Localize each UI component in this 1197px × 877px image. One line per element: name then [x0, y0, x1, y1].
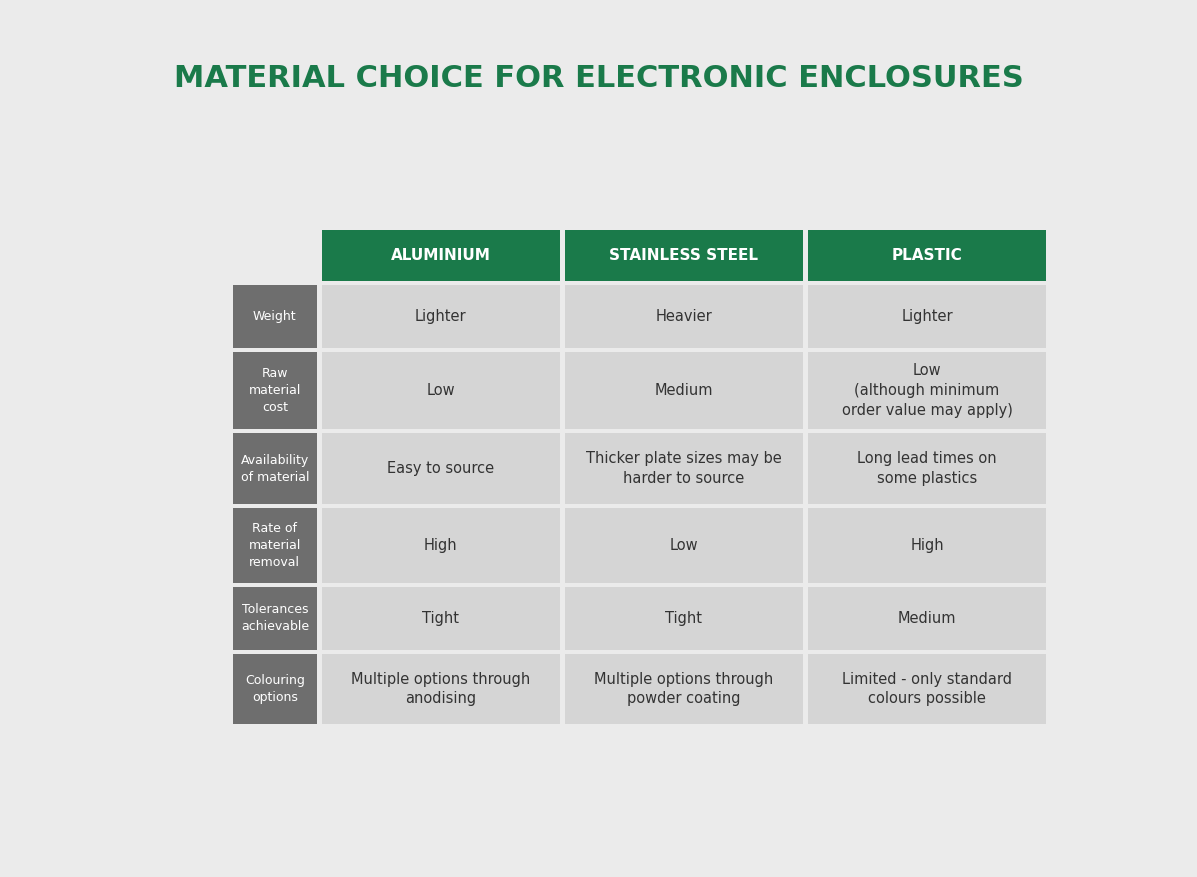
- FancyBboxPatch shape: [233, 653, 316, 724]
- Text: Lighter: Lighter: [901, 309, 953, 324]
- Text: Tight: Tight: [423, 610, 460, 625]
- FancyBboxPatch shape: [808, 433, 1046, 504]
- Text: Thicker plate sizes may be
harder to source: Thicker plate sizes may be harder to sou…: [587, 452, 782, 486]
- FancyBboxPatch shape: [233, 587, 316, 650]
- Text: Low
(although minimum
order value may apply): Low (although minimum order value may ap…: [841, 363, 1013, 417]
- Text: Colouring
options: Colouring options: [245, 674, 305, 704]
- FancyBboxPatch shape: [322, 509, 560, 582]
- Text: Lighter: Lighter: [415, 309, 467, 324]
- FancyBboxPatch shape: [322, 285, 560, 347]
- FancyBboxPatch shape: [322, 653, 560, 724]
- Text: Availability
of material: Availability of material: [241, 454, 309, 484]
- Text: Medium: Medium: [655, 383, 713, 398]
- Text: Heavier: Heavier: [656, 309, 712, 324]
- Text: Rate of
material
removal: Rate of material removal: [249, 522, 302, 569]
- FancyBboxPatch shape: [322, 352, 560, 430]
- Text: Limited - only standard
colours possible: Limited - only standard colours possible: [841, 672, 1011, 707]
- FancyBboxPatch shape: [808, 285, 1046, 347]
- FancyBboxPatch shape: [322, 433, 560, 504]
- FancyBboxPatch shape: [233, 285, 316, 347]
- FancyBboxPatch shape: [565, 352, 803, 430]
- Text: Low: Low: [426, 383, 455, 398]
- Text: High: High: [910, 538, 943, 553]
- Text: STAINLESS STEEL: STAINLESS STEEL: [609, 248, 759, 263]
- Text: Medium: Medium: [898, 610, 956, 625]
- FancyBboxPatch shape: [808, 352, 1046, 430]
- FancyBboxPatch shape: [233, 352, 316, 430]
- Text: ALUMINIUM: ALUMINIUM: [391, 248, 491, 263]
- Text: Easy to source: Easy to source: [388, 461, 494, 476]
- FancyBboxPatch shape: [233, 509, 316, 582]
- Text: Raw
material
cost: Raw material cost: [249, 367, 302, 414]
- FancyBboxPatch shape: [808, 587, 1046, 650]
- Text: Multiple options through
powder coating: Multiple options through powder coating: [595, 672, 773, 707]
- FancyBboxPatch shape: [322, 230, 560, 281]
- Text: Weight: Weight: [253, 310, 297, 323]
- Text: Tight: Tight: [666, 610, 703, 625]
- Text: Low: Low: [669, 538, 698, 553]
- FancyBboxPatch shape: [565, 230, 803, 281]
- Text: Long lead times on
some plastics: Long lead times on some plastics: [857, 452, 997, 486]
- FancyBboxPatch shape: [808, 509, 1046, 582]
- FancyBboxPatch shape: [808, 653, 1046, 724]
- FancyBboxPatch shape: [565, 587, 803, 650]
- FancyBboxPatch shape: [808, 230, 1046, 281]
- FancyBboxPatch shape: [565, 509, 803, 582]
- Text: MATERIAL CHOICE FOR ELECTRONIC ENCLOSURES: MATERIAL CHOICE FOR ELECTRONIC ENCLOSURE…: [174, 64, 1023, 94]
- Text: Tolerances
achievable: Tolerances achievable: [241, 603, 309, 633]
- Text: High: High: [424, 538, 457, 553]
- FancyBboxPatch shape: [565, 653, 803, 724]
- FancyBboxPatch shape: [565, 433, 803, 504]
- Text: Multiple options through
anodising: Multiple options through anodising: [351, 672, 530, 707]
- FancyBboxPatch shape: [565, 285, 803, 347]
- Text: PLASTIC: PLASTIC: [892, 248, 962, 263]
- FancyBboxPatch shape: [233, 433, 316, 504]
- FancyBboxPatch shape: [322, 587, 560, 650]
